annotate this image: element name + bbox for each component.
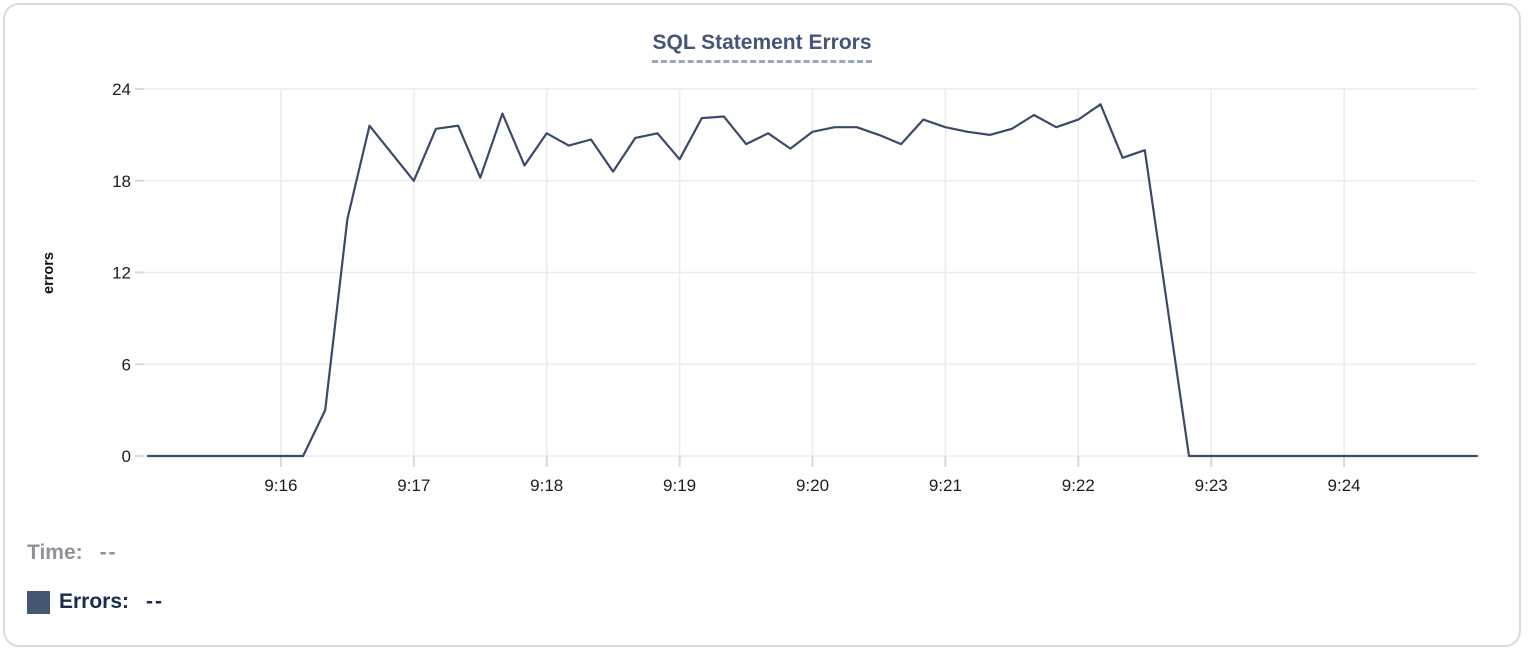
errors-label: Errors: — [59, 590, 130, 613]
chart-legend: Time: -- Errors: -- — [27, 538, 164, 636]
x-tick-label: 9:20 — [796, 476, 829, 495]
y-tick-label: 0 — [122, 447, 131, 466]
x-tick-label: 9:24 — [1328, 476, 1361, 495]
legend-row-errors: Errors: -- — [27, 587, 164, 617]
errors-line-chart[interactable]: 0 6 12 18 24 9:16 9:17 9:18 9:19 9:20 9:21 9:22 9:23… — [5, 63, 1528, 513]
y-tick-label: 12 — [112, 264, 131, 283]
errors-series-swatch[interactable] — [27, 590, 50, 614]
y-tick-label: 6 — [122, 355, 131, 374]
time-value: -- — [99, 541, 118, 564]
errors-series-line[interactable] — [146, 103, 1479, 458]
x-tick-label: 9:23 — [1195, 476, 1228, 495]
x-tick-label: 9:19 — [663, 476, 696, 495]
x-tick-label: 9:22 — [1062, 476, 1095, 495]
chart-title-row: SQL Statement Errors — [5, 31, 1519, 63]
x-tick-label: 9:18 — [530, 476, 563, 495]
x-tick-label: 9:17 — [397, 476, 430, 495]
y-tick-label: 18 — [112, 172, 131, 191]
chart-title[interactable]: SQL Statement Errors — [652, 31, 872, 63]
time-label: Time: — [27, 541, 83, 564]
x-tick-label: 9:21 — [929, 476, 962, 495]
x-tick-label: 9:16 — [264, 476, 297, 495]
y-tick-label: 24 — [112, 80, 131, 99]
y-axis-label: errors — [41, 252, 57, 294]
legend-row-time: Time: -- — [27, 538, 164, 568]
chart-card: SQL Statement Errors 0 6 12 18 24 9:16 9:17 9:1… — [3, 3, 1521, 647]
errors-value: -- — [146, 590, 165, 613]
